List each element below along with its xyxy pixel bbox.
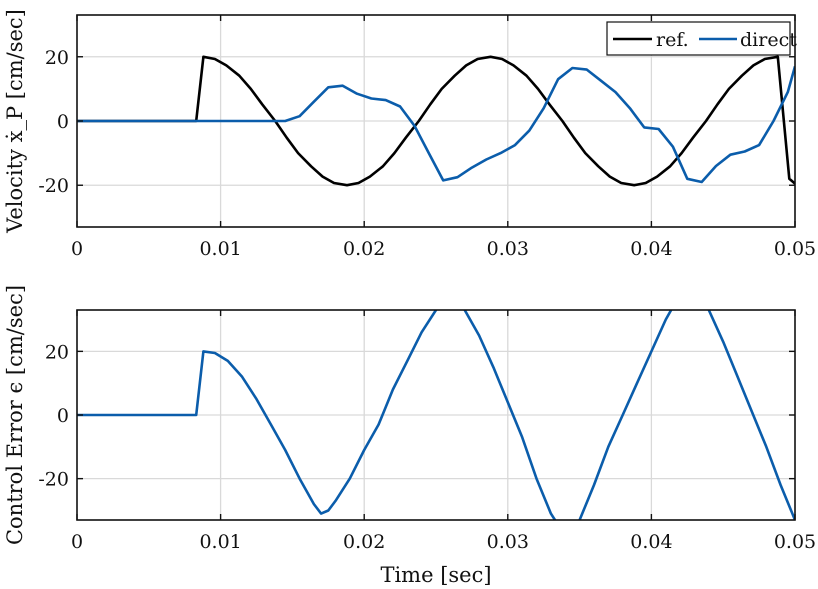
velocity-x-tick-label: 0.01 [199, 238, 241, 260]
control-error-ticks: 0 0.01 0.02 0.03 0.04 0.05 -20 0 20 [38, 310, 816, 553]
velocity-x-tick-label: 0.02 [343, 238, 385, 260]
control-error-y-tick-label: -20 [38, 469, 69, 491]
control-error-traces [77, 310, 795, 520]
velocity-y-tick-label: 0 [57, 111, 69, 133]
velocity-x-tick-label: 0.03 [487, 238, 529, 260]
velocity-panel: 0 0.01 0.02 0.03 0.04 0.05 -20 0 20 Velocity ẋ_P… [3, 9, 816, 260]
velocity-legend: ref. direct [606, 21, 797, 56]
legend-ref-label: ref. [656, 29, 689, 51]
velocity-y-tick-label: -20 [38, 175, 69, 197]
control-error-x-tick-label: 0.05 [774, 531, 816, 553]
control-error-x-tick-label: 0.01 [199, 531, 241, 553]
velocity-ticks: 0 0.01 0.02 0.03 0.04 0.05 -20 0 20 [38, 15, 816, 260]
control-error-y-axis-label: Control Error ϵ [cm/sec] [3, 285, 27, 545]
velocity-y-axis-label: Velocity ẋ_P [cm/sec] [3, 9, 27, 234]
velocity-y-tick-label: 20 [45, 47, 69, 69]
control-error-x-tick-label: 0 [71, 531, 83, 553]
velocity-direct-line [77, 66, 795, 184]
velocity-x-tick-label: 0 [71, 238, 83, 260]
time-x-axis-label: Time [sec] [380, 563, 491, 587]
control-error-y-tick-label: 0 [57, 405, 69, 427]
velocity-ref-line [77, 55, 795, 187]
control-error-y-tick-label: 20 [45, 341, 69, 363]
control-error-x-tick-label: 0.03 [487, 531, 529, 553]
control-error-panel: 0 0.01 0.02 0.03 0.04 0.05 -20 0 20 Control Erro… [3, 285, 816, 587]
velocity-traces [77, 55, 795, 187]
control-error-x-tick-label: 0.04 [630, 531, 672, 553]
legend-direct-label: direct [740, 29, 797, 51]
control-error-error-line [77, 310, 795, 520]
velocity-x-tick-label: 0.05 [774, 238, 816, 260]
velocity-x-tick-label: 0.04 [630, 238, 672, 260]
control-error-x-tick-label: 0.02 [343, 531, 385, 553]
